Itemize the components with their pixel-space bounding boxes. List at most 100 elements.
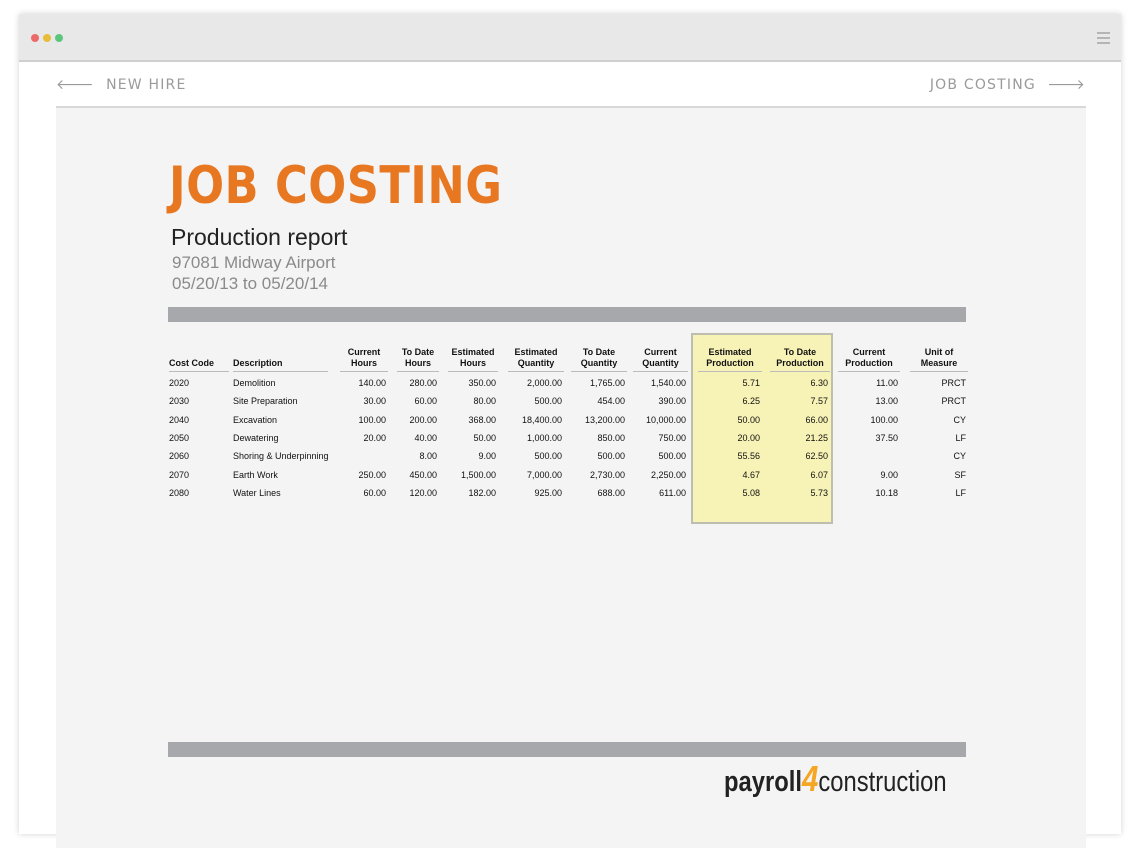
cell-est_hours: 9.00 (478, 451, 496, 462)
cell-td_hours: 120.00 (409, 487, 437, 498)
cell-td_prod: 66.00 (805, 414, 828, 425)
cell-est_qty: 7,000.00 (526, 469, 562, 480)
report-panel: JOB COSTING Production report 97081 Midw… (56, 108, 1086, 848)
cell-est_hours: 350.00 (468, 378, 496, 388)
date-range: 05/20/13 to 05/20/14 (172, 274, 328, 293)
cell-desc: Demolition (233, 378, 276, 388)
cell-est_qty: 925.00 (534, 487, 562, 498)
cell-td_hours: 280.00 (409, 378, 437, 388)
cell-cur_hours: 20.00 (363, 432, 386, 443)
cell-td_prod: 7.57 (810, 396, 828, 407)
column-header-td_hours: To Date Hours (397, 347, 439, 372)
header-bar (168, 307, 966, 322)
cell-est_hours: 182.00 (468, 487, 496, 498)
nav-prev-link[interactable]: 🡐 NEW HIRE (56, 77, 187, 93)
cell-td_qty: 688.00 (597, 487, 625, 498)
cell-cur_hours: 60.00 (363, 487, 386, 498)
job-name: 97081 Midway Airport (172, 253, 336, 272)
cell-est_qty: 18,400.00 (521, 414, 562, 425)
cell-td_prod: 62.50 (805, 451, 828, 462)
cell-td_qty: 2,730.00 (589, 469, 625, 480)
cell-uom: PRCT (941, 396, 967, 407)
cell-est_prod: 4.67 (742, 469, 760, 480)
column-header-cur_prod: Current Production (838, 347, 900, 372)
cell-est_hours: 50.00 (473, 432, 496, 443)
cell-cur_prod: 13.00 (875, 396, 898, 407)
cell-td_prod: 6.07 (810, 469, 828, 480)
column-header-td_prod: To Date Production (770, 347, 830, 372)
cell-cur_prod: 37.50 (875, 432, 898, 443)
cell-uom: CY (953, 451, 966, 462)
cell-cur_prod: 11.00 (876, 378, 898, 388)
cell-td_hours: 200.00 (409, 414, 437, 425)
cell-code: 2030 (169, 396, 190, 407)
cell-uom: LF (955, 487, 966, 498)
maximize-dot[interactable] (55, 34, 63, 42)
cell-td_qty: 454.00 (597, 396, 625, 407)
cell-desc: Earth Work (233, 469, 278, 480)
cell-est_prod: 55.56 (737, 451, 760, 462)
cell-code: 2060 (169, 451, 190, 462)
cell-td_hours: 60.00 (414, 396, 437, 407)
column-header-code: Cost Code (169, 347, 229, 372)
cell-est_qty: 1,000.00 (526, 432, 562, 443)
cell-code: 2040 (169, 414, 190, 425)
highlight-box (691, 333, 833, 524)
cell-uom: LF (955, 432, 966, 443)
close-dot[interactable] (31, 34, 39, 42)
cell-desc: Water Lines (233, 487, 281, 498)
cell-td_prod: 5.73 (810, 487, 828, 498)
arrow-left-icon: 🡐 (56, 77, 95, 93)
cell-uom: CY (953, 414, 966, 425)
cell-uom: PRCT (941, 378, 967, 388)
column-header-est_qty: Estimated Quantity (508, 347, 564, 372)
cell-td_qty: 13,200.00 (584, 414, 625, 425)
cell-cur_qty: 390.00 (658, 396, 686, 407)
cell-est_qty: 500.00 (534, 396, 562, 407)
cell-cur_hours: 30.00 (363, 396, 386, 407)
cell-cur_hours: 100.00 (358, 414, 386, 425)
column-header-uom: Unit of Measure (910, 347, 968, 372)
cell-est_prod: 20.00 (737, 432, 760, 443)
cell-cur_hours: 250.00 (358, 469, 386, 480)
cell-est_prod: 5.08 (742, 487, 760, 498)
cell-desc: Excavation (233, 414, 278, 425)
minimize-dot[interactable] (43, 34, 51, 42)
cell-est_qty: 500.00 (534, 451, 562, 462)
cell-cur_qty: 750.00 (658, 432, 686, 443)
report-title: JOB COSTING (169, 156, 503, 216)
cell-td_hours: 450.00 (409, 469, 437, 480)
arrow-right-icon: 🡒 (1047, 77, 1086, 93)
cell-cur_prod: 9.00 (880, 469, 898, 480)
column-header-est_prod: Estimated Production (698, 347, 762, 372)
cell-td_qty: 500.00 (597, 451, 625, 462)
cell-cur_prod: 100.00 (870, 414, 898, 425)
cell-uom: SF (954, 469, 966, 480)
cell-cur_qty: 10,000.00 (645, 414, 686, 425)
cell-code: 2070 (169, 469, 190, 480)
payroll4construction-logo: payroll4construction (724, 758, 947, 799)
cell-est_prod: 5.71 (742, 378, 760, 388)
cell-cur_qty: 1,540.00 (650, 378, 686, 388)
divider (56, 106, 1086, 108)
browser-window: 🡐 NEW HIRE JOB COSTING 🡒 JOB COSTING Pro… (19, 14, 1121, 848)
column-header-cur_hours: Current Hours (340, 347, 388, 372)
cell-td_qty: 1,765.00 (589, 378, 625, 388)
cell-cur_hours: 140.00 (358, 378, 386, 388)
cell-cur_qty: 611.00 (659, 487, 686, 498)
column-header-est_hours: Estimated Hours (448, 347, 498, 372)
column-header-cur_qty: Current Quantity (633, 347, 688, 372)
cell-td_hours: 40.00 (414, 432, 437, 443)
cell-est_hours: 80.00 (473, 396, 496, 407)
report-subtitle: Production report (171, 224, 348, 250)
cell-td_prod: 6.30 (810, 378, 828, 388)
footer-bar (168, 742, 966, 757)
cell-code: 2050 (169, 432, 190, 443)
column-header-desc: Description (233, 347, 328, 372)
hamburger-menu-icon[interactable] (1097, 32, 1110, 47)
nav-next-link[interactable]: JOB COSTING 🡒 (929, 77, 1086, 93)
cell-td_qty: 850.00 (597, 432, 625, 443)
cell-est_hours: 368.00 (468, 414, 496, 425)
cell-est_prod: 6.25 (742, 396, 760, 407)
cell-desc: Site Preparation (233, 396, 298, 407)
